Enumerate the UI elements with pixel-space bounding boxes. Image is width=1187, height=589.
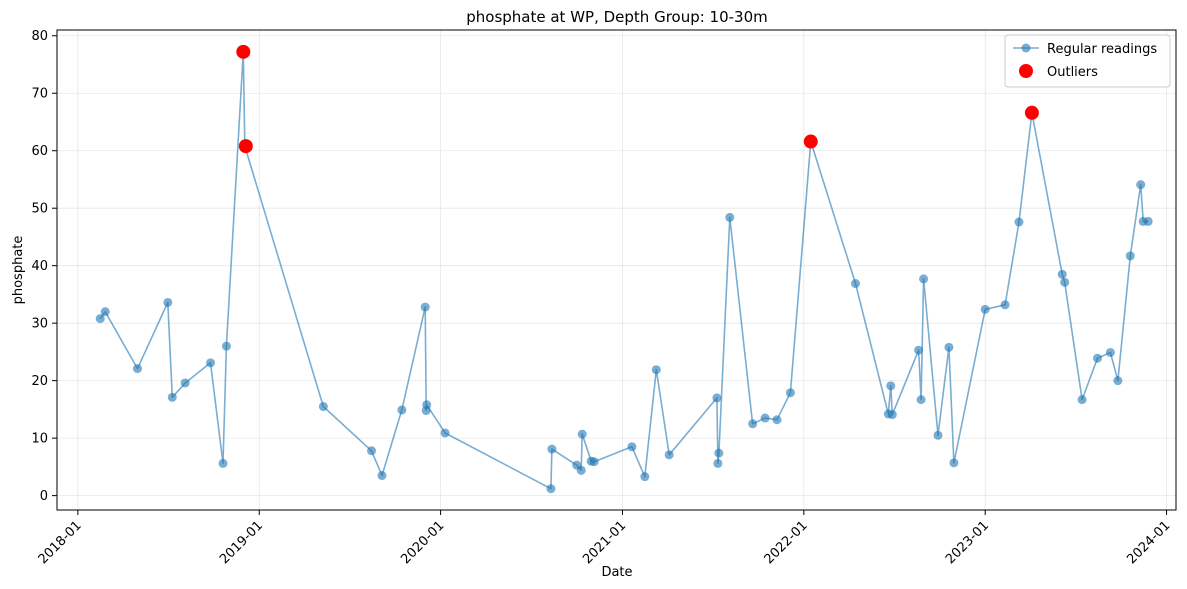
data-point-regular: [1092, 353, 1102, 363]
data-point-regular: [949, 458, 959, 468]
data-point-regular: [589, 457, 599, 467]
data-point-regular: [132, 364, 142, 374]
data-point-regular: [95, 314, 105, 324]
data-point-regular: [440, 428, 450, 438]
data-point-regular: [397, 405, 407, 415]
legend-label-outliers: Outliers: [1047, 65, 1098, 80]
y-tick-label: 40: [31, 259, 48, 274]
data-point-regular: [1000, 300, 1010, 310]
legend: Regular readings Outliers: [1004, 34, 1171, 88]
data-point-regular: [772, 415, 782, 425]
data-point-regular: [851, 279, 861, 289]
data-point-regular: [167, 392, 177, 402]
data-point-regular: [1143, 216, 1153, 226]
data-point-regular: [206, 358, 216, 368]
data-point-regular: [367, 446, 377, 456]
data-point-regular: [318, 402, 328, 412]
grid-layer: [57, 30, 1176, 510]
legend-marker-regular: [1021, 43, 1031, 53]
data-point-regular: [1125, 251, 1135, 261]
data-point-regular: [640, 472, 650, 482]
y-tick-label: 20: [31, 374, 48, 389]
data-point-regular: [651, 365, 661, 375]
data-point-regular: [377, 471, 387, 481]
data-point-regular: [725, 212, 735, 222]
data-point-regular: [1113, 376, 1123, 386]
data-point-regular: [180, 378, 190, 388]
data-point-regular: [546, 484, 556, 494]
data-point-regular: [1105, 347, 1115, 357]
y-tick-label: 60: [31, 144, 48, 159]
data-point-regular: [980, 304, 990, 314]
y-tick-label: 70: [31, 87, 48, 102]
legend-marker-outliers: [1019, 64, 1033, 78]
data-point-outlier: [1024, 105, 1039, 120]
data-point-regular: [933, 430, 943, 440]
data-point-regular: [887, 410, 897, 420]
data-point-regular: [422, 400, 432, 410]
data-point-regular: [760, 413, 770, 423]
data-point-regular: [577, 429, 587, 439]
data-point-regular: [163, 297, 173, 307]
data-point-regular: [218, 458, 228, 468]
y-axis-label: phosphate: [11, 236, 26, 305]
data-point-regular: [1136, 180, 1146, 190]
legend-label-regular: Regular readings: [1047, 42, 1157, 57]
legend-box: [1004, 34, 1171, 88]
data-point-regular: [100, 307, 110, 317]
data-point-outlier: [803, 134, 818, 149]
y-tick-label: 30: [31, 317, 48, 332]
plot-frame: [56, 29, 1177, 511]
data-point-regular: [1060, 277, 1070, 287]
data-point-regular: [627, 442, 637, 452]
data-point-regular: [714, 448, 724, 458]
data-point-regular: [785, 388, 795, 398]
data-point-regular: [916, 395, 926, 405]
chart-title: phosphate at WP, Depth Group: 10-30m: [466, 8, 768, 26]
data-point-regular: [712, 393, 722, 403]
data-point-regular: [914, 345, 924, 355]
data-point-regular: [664, 450, 674, 460]
data-point-outlier: [236, 44, 251, 59]
y-tick-label: 50: [31, 202, 48, 217]
data-point-regular: [221, 341, 231, 351]
data-point-regular: [1077, 395, 1087, 405]
data-point-regular: [748, 419, 758, 429]
series-layer: [95, 44, 1153, 494]
data-point-outlier: [238, 139, 253, 154]
y-tick-label: 80: [31, 29, 48, 44]
data-point-regular: [420, 302, 430, 312]
data-point-regular: [713, 458, 723, 468]
data-point-regular: [919, 274, 929, 284]
data-point-regular: [1014, 217, 1024, 227]
data-point-regular: [886, 381, 896, 391]
data-point-regular: [547, 444, 557, 454]
data-point-regular: [576, 465, 586, 475]
y-tick-label: 0: [40, 489, 48, 504]
data-point-regular: [944, 342, 954, 352]
data-point-regular: [1057, 269, 1067, 279]
y-tick-label: 10: [31, 432, 48, 447]
x-axis-label: Date: [601, 565, 632, 580]
